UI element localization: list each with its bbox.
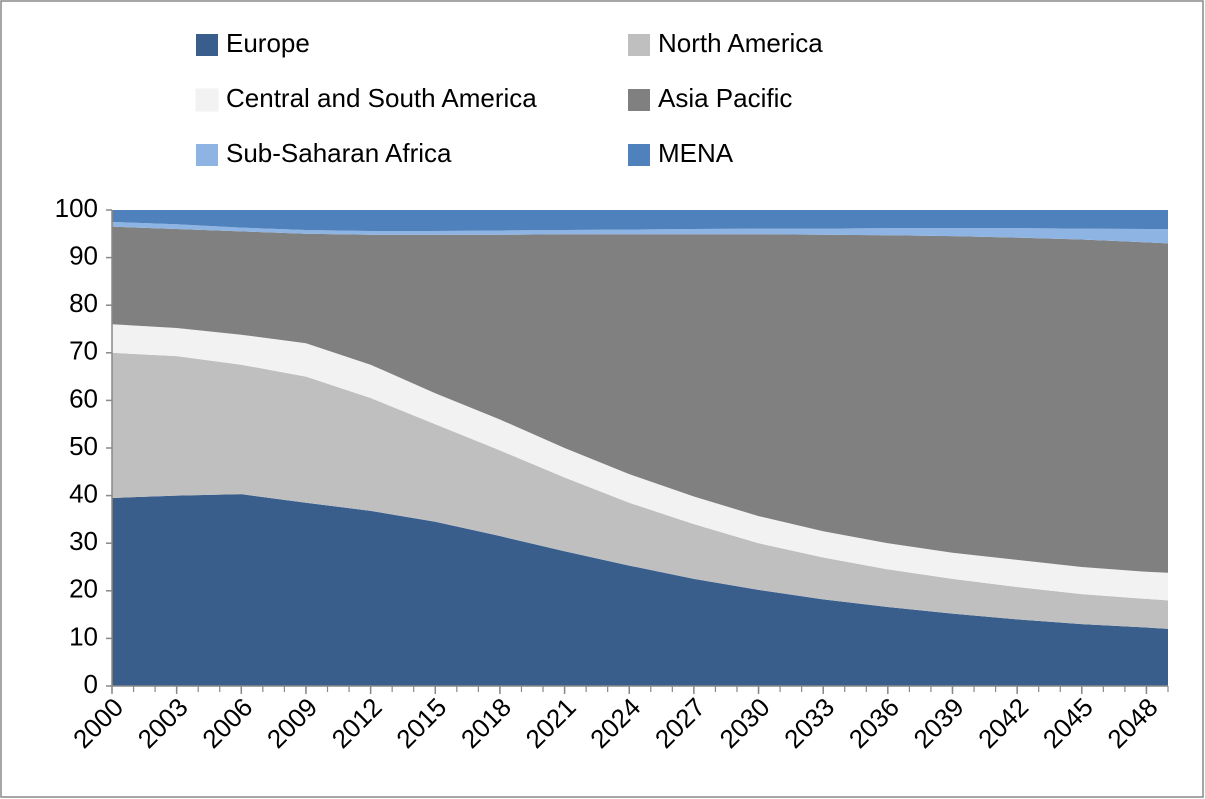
legend-swatch <box>628 144 650 166</box>
y-tick-label: 30 <box>69 526 98 556</box>
y-tick-label: 40 <box>69 478 98 508</box>
area <box>112 226 1168 573</box>
legend-label: Asia Pacific <box>658 83 792 113</box>
y-tick-label: 10 <box>69 621 98 651</box>
area <box>112 324 1168 601</box>
area <box>112 494 1168 686</box>
y-tick-label: 50 <box>69 431 98 461</box>
y-tick-label: 60 <box>69 383 98 413</box>
legend-label: North America <box>658 28 823 58</box>
y-tick-label: 0 <box>84 669 98 699</box>
legend-label: Sub-Saharan Africa <box>226 138 452 168</box>
y-tick-label: 70 <box>69 336 98 366</box>
legend-label: MENA <box>658 138 734 168</box>
y-tick-label: 20 <box>69 574 98 604</box>
area <box>112 221 1168 244</box>
legend-swatch <box>195 88 219 112</box>
legend-label: Europe <box>226 28 310 58</box>
legend-swatch <box>628 89 650 111</box>
area <box>112 352 1168 629</box>
y-tick-label: 90 <box>69 240 98 270</box>
y-tick-label: 100 <box>55 193 98 223</box>
area <box>112 210 1168 231</box>
legend-swatch <box>628 34 650 56</box>
legend-label: Central and South America <box>226 83 537 113</box>
y-tick-label: 80 <box>69 288 98 318</box>
legend-swatch <box>196 144 218 166</box>
legend-swatch <box>196 34 218 56</box>
